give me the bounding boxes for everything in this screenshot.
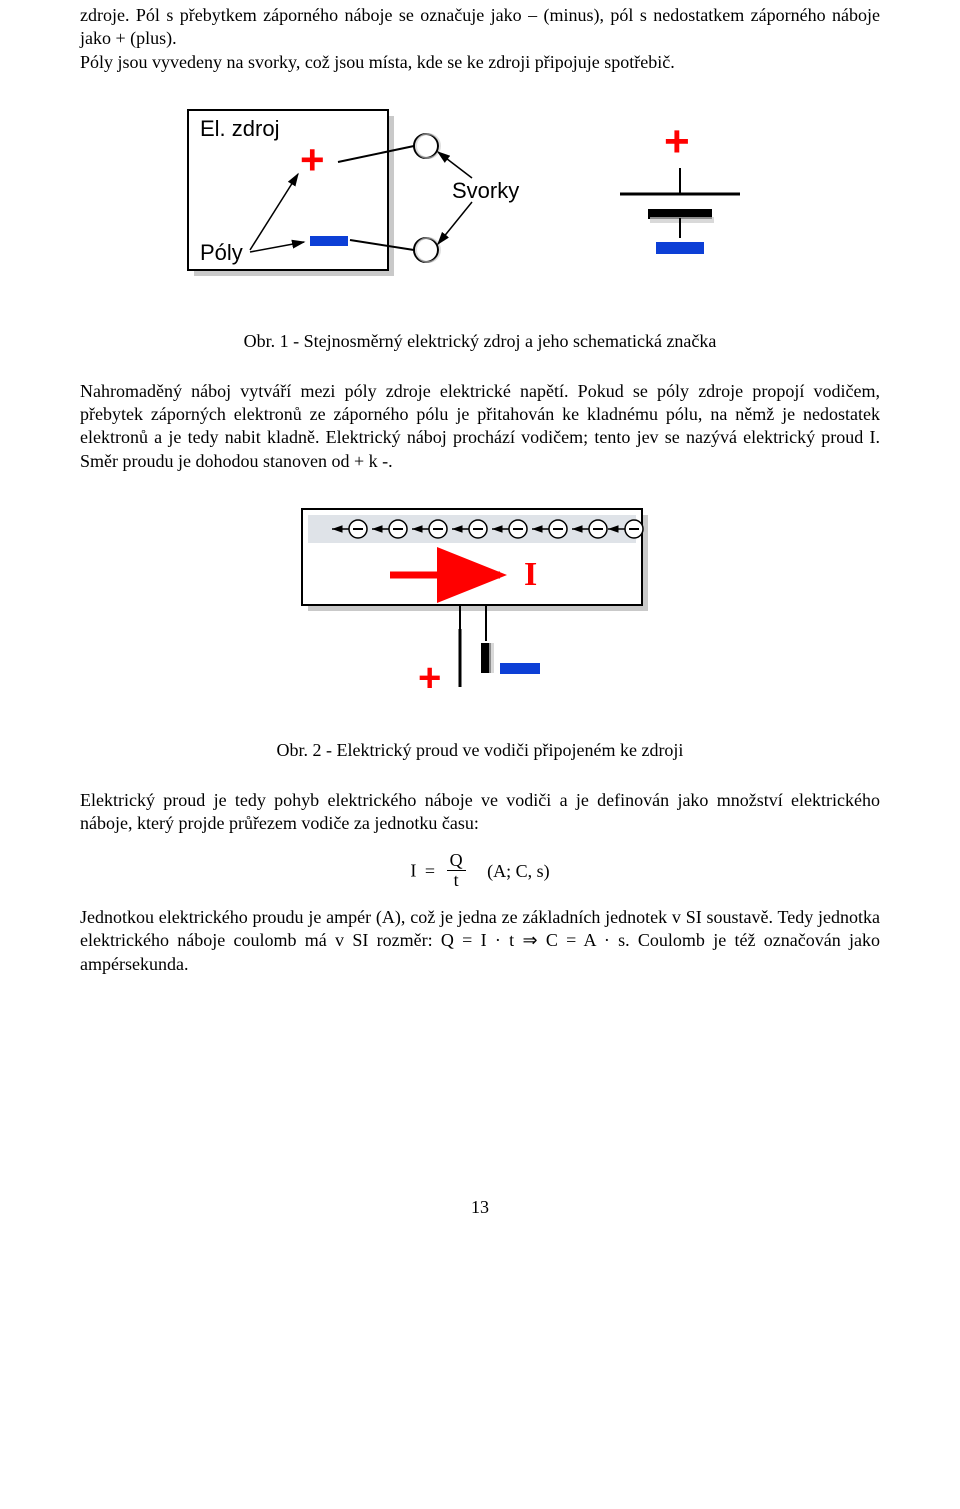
terminal-top [414, 134, 438, 158]
figure-1: El. zdroj Póly + Svorky + [80, 102, 880, 302]
page-number: 13 [80, 1196, 880, 1219]
figure-1-caption: Obr. 1 - Stejnosměrný elektrický zdroj a… [80, 330, 880, 353]
inline-formula: Q = I · t ⇒ C = A · s [441, 930, 625, 950]
figure-2-svg: I + [290, 501, 670, 711]
fig1-label-svorky: Svorky [452, 178, 519, 203]
paragraph-intro-a: zdroje. Pól s přebytkem záporného náboje… [80, 4, 880, 51]
fig2-plus-icon: + [418, 656, 441, 700]
fig1-label-poly: Póly [200, 240, 243, 265]
paragraph-intro-b: Póly jsou vyvedeny na svorky, což jsou m… [80, 51, 880, 74]
paragraph-middle: Nahromaděný náboj vytváří mezi póly zdro… [80, 380, 880, 474]
figure-2: I + [80, 501, 880, 711]
figure-2-caption: Obr. 2 - Elektrický proud ve vodiči přip… [80, 739, 880, 762]
fig2-minus-icon [500, 663, 540, 674]
terminal-bottom [414, 238, 438, 262]
figure-1-svg: El. zdroj Póly + Svorky + [180, 102, 780, 302]
minus-icon [310, 236, 348, 246]
formula-main: I = Q t (A; C, s) [80, 853, 880, 892]
paragraph-definition: Elektrický proud je tedy pohyb elektrick… [80, 789, 880, 836]
formula-units: (A; C, s) [473, 861, 550, 881]
formula-eq: = [421, 861, 439, 881]
current-label: I [524, 556, 537, 593]
fig1-label-elzdroj: El. zdroj [200, 116, 279, 141]
plus-icon: + [300, 136, 325, 183]
schematic-minus-icon [656, 242, 704, 254]
formula-numerator: Q [447, 851, 466, 871]
formula-denominator: t [447, 871, 466, 890]
paragraph-units: Jednotkou elektrického proudu je ampér (… [80, 906, 880, 976]
schematic-plus-icon: + [664, 117, 690, 166]
formula-lhs: I [410, 861, 416, 881]
formula-fraction: Q t [447, 851, 466, 890]
